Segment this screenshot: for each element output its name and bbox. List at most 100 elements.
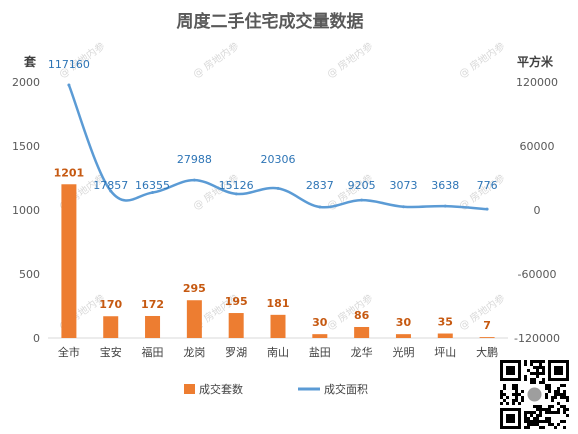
qr-module	[524, 420, 527, 423]
bar	[145, 315, 161, 338]
qr-module	[530, 372, 533, 375]
category-label: 光明	[392, 345, 414, 359]
qr-module	[512, 402, 515, 405]
qr-module	[533, 378, 536, 381]
bar	[103, 316, 119, 338]
qr-module	[542, 372, 545, 375]
qr-module	[536, 423, 539, 426]
category-label: 南山	[267, 346, 289, 359]
bar-series	[61, 184, 495, 338]
bar	[354, 326, 370, 338]
qr-module	[536, 417, 539, 420]
qr-module	[545, 396, 548, 399]
line-value-label: 16355	[135, 179, 170, 192]
qr-module	[542, 426, 545, 429]
qr-module	[539, 372, 542, 375]
category-label: 全市	[58, 345, 80, 359]
qr-module	[539, 381, 542, 384]
qr-module	[515, 396, 518, 399]
qr-module	[563, 411, 566, 414]
line-point	[151, 191, 155, 195]
qr-module	[563, 426, 566, 429]
legend: 成交套数 成交面积	[184, 382, 368, 396]
qr-module	[518, 393, 521, 396]
line-value-label: 2837	[306, 179, 334, 192]
qr-module	[524, 411, 527, 414]
qr-module	[530, 363, 533, 366]
qr-module	[536, 366, 539, 369]
category-label: 龙华	[351, 345, 373, 359]
qr-module	[557, 390, 560, 393]
qr-module	[542, 360, 545, 363]
qr-module	[554, 393, 557, 396]
qr-module	[548, 423, 551, 426]
bar-value-label: 35	[438, 316, 453, 329]
qr-module	[530, 420, 533, 423]
qr-module	[554, 411, 557, 414]
qr-module	[503, 399, 506, 402]
bar-value-label: 86	[354, 309, 370, 322]
qr-module	[533, 423, 536, 426]
qr-module	[542, 366, 545, 369]
line-point	[67, 83, 71, 87]
qr-module	[500, 393, 503, 396]
qr-module	[545, 417, 548, 420]
qr-module	[563, 390, 566, 393]
qr-module	[506, 402, 509, 405]
qr-module	[536, 375, 539, 378]
bar-value-label: 295	[183, 282, 206, 295]
qr-module	[530, 360, 533, 363]
watermark-text: @ 房地内参	[456, 291, 507, 332]
qr-module	[548, 384, 551, 387]
qr-module	[545, 408, 548, 411]
qr-module	[530, 411, 533, 414]
chart-title: 周度二手住宅成交量数据	[177, 11, 364, 32]
qr-module	[533, 366, 536, 369]
watermark-text: @ 房地内参	[456, 39, 507, 80]
line-value-label: 20306	[261, 153, 296, 166]
qr-module	[533, 381, 536, 384]
bar-value-label: 30	[312, 316, 328, 329]
left-axis-unit: 套	[23, 54, 37, 69]
axes: 0 500 1000 1500 2000 -120000 -60000 0 60000 12000…	[12, 76, 560, 359]
qr-module	[566, 399, 569, 402]
category-label: 福田	[142, 345, 164, 359]
qr-module	[527, 411, 530, 414]
bar	[61, 184, 77, 338]
qr-module	[533, 360, 536, 363]
qr-module	[539, 363, 542, 366]
qr-module	[551, 411, 554, 414]
qr-module	[512, 387, 515, 390]
qr-module	[524, 378, 527, 381]
qr-module	[500, 396, 503, 399]
qr-module	[500, 402, 503, 405]
bar	[186, 300, 202, 338]
qr-module	[563, 405, 566, 408]
qr-module	[554, 426, 557, 429]
line-value-label: 3073	[389, 179, 417, 192]
qr-module	[533, 420, 536, 423]
line-point	[485, 207, 489, 211]
qr-module	[563, 384, 566, 387]
qr-module	[566, 408, 569, 411]
category-label: 大鹏	[476, 345, 498, 359]
bar	[437, 333, 453, 338]
right-tick-label: 120000	[516, 76, 558, 89]
qr-module	[548, 417, 551, 420]
qr-module	[545, 411, 548, 414]
line-point	[401, 205, 405, 209]
line-value-label: 9205	[348, 179, 376, 192]
qr-module	[536, 369, 539, 372]
line-value-label: 15126	[219, 179, 254, 192]
qr-module	[539, 411, 542, 414]
qr-module	[563, 396, 566, 399]
line-value-label: 117160	[48, 58, 90, 71]
left-tick-label: 1500	[12, 140, 40, 153]
qr-module	[560, 396, 563, 399]
left-tick-label: 2000	[12, 76, 40, 89]
qr-module	[512, 393, 515, 396]
qr-module	[524, 417, 527, 420]
line-point	[318, 205, 322, 209]
qr-module	[560, 405, 563, 408]
qr-module	[545, 387, 548, 390]
